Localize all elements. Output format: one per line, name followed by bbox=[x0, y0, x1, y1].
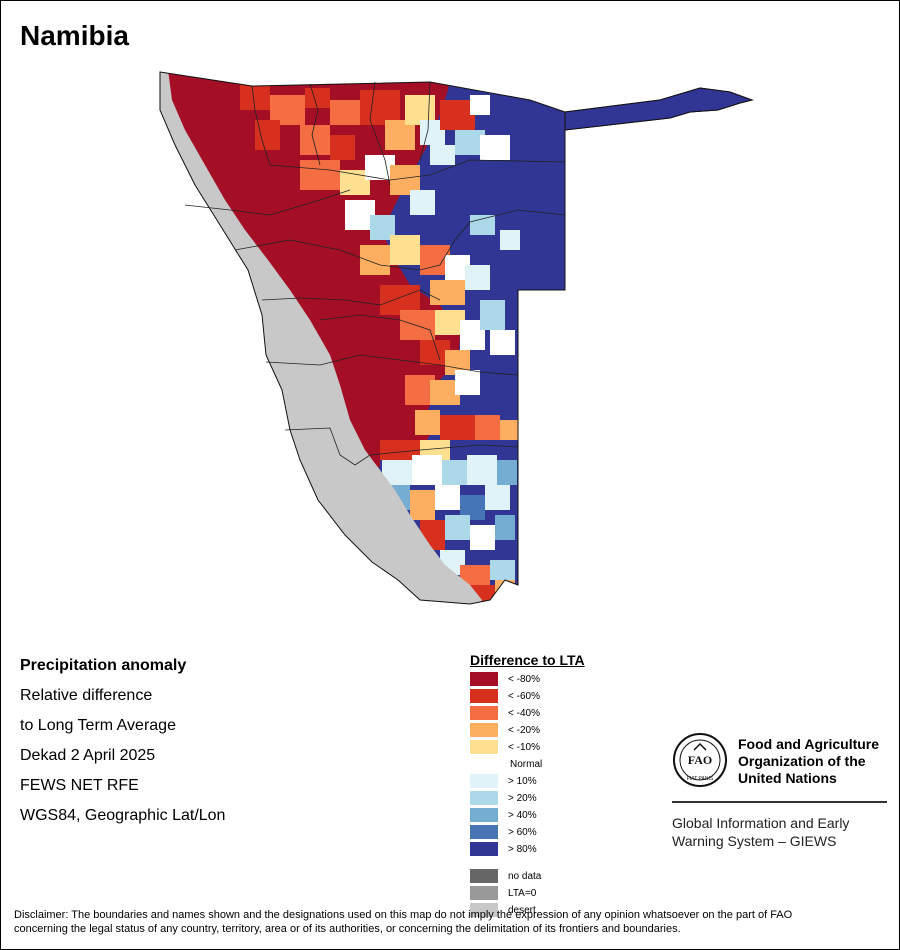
legend-swatch bbox=[470, 869, 498, 883]
legend-item: > 20% bbox=[470, 791, 585, 808]
legend-item: LTA=0 bbox=[470, 886, 585, 903]
fao-logo-motto: FIAT PANIS bbox=[687, 776, 714, 782]
giews-text: Global Information and Early Warning Sys… bbox=[672, 814, 892, 850]
giews-line2: Warning System – GIEWS bbox=[672, 833, 837, 849]
legend-swatch bbox=[470, 740, 498, 754]
fao-logo-icon: FAO FIAT PANIS bbox=[673, 733, 727, 787]
legend-item: < -80% bbox=[470, 672, 585, 689]
legend-item: > 60% bbox=[470, 825, 585, 842]
legend-swatch bbox=[470, 842, 498, 856]
legend-swatch bbox=[470, 672, 498, 686]
legend-item: > 40% bbox=[470, 808, 585, 825]
legend-extra: no data LTA=0 desert bbox=[470, 869, 585, 920]
legend-label: > 80% bbox=[508, 844, 537, 855]
legend-label: no data bbox=[508, 871, 542, 882]
legend-item: < -60% bbox=[470, 689, 585, 706]
legend: Difference to LTA < -80% < -60% < -40% < -2… bbox=[470, 652, 585, 920]
fao-logo-text: FAO bbox=[688, 753, 712, 767]
legend-swatch bbox=[470, 886, 498, 900]
info-line1: Relative difference bbox=[20, 687, 153, 704]
legend-title: Difference to LTA bbox=[470, 652, 585, 668]
info-heading: Precipitation anomaly bbox=[20, 657, 187, 674]
info-period: Dekad 2 April 2025 bbox=[20, 747, 156, 764]
info-line2: to Long Term Average bbox=[20, 717, 176, 734]
legend-label: < -60% bbox=[508, 691, 540, 702]
legend-item: < -40% bbox=[470, 706, 585, 723]
legend-label: > 10% bbox=[508, 776, 537, 787]
info-projection: WGS84, Geographic Lat/Lon bbox=[20, 807, 226, 824]
giews-line1: Global Information and Early bbox=[672, 815, 850, 831]
legend-item: < -10% bbox=[470, 740, 585, 757]
legend-swatch bbox=[470, 774, 498, 788]
legend-label: < -80% bbox=[508, 674, 540, 685]
region-boundaries bbox=[184, 81, 566, 466]
legend-swatch bbox=[470, 791, 498, 805]
legend-swatch bbox=[470, 903, 498, 917]
legend-swatch bbox=[470, 689, 498, 703]
legend-label: < -20% bbox=[508, 725, 540, 736]
disclaimer-line1: Disclaimer: The boundaries and names sho… bbox=[14, 909, 793, 921]
namibia-map bbox=[159, 71, 754, 605]
fao-name: Food and Agriculture Organization of the… bbox=[738, 736, 898, 787]
map-info: Precipitation anomaly Relative differenc… bbox=[20, 656, 225, 836]
disclaimer: Disclaimer: The boundaries and names sho… bbox=[14, 908, 884, 936]
legend-label: < -10% bbox=[508, 742, 540, 753]
fao-divider bbox=[672, 801, 887, 803]
info-source: FEWS NET RFE bbox=[20, 777, 139, 794]
legend-item: Normal bbox=[470, 757, 585, 774]
legend-item: > 10% bbox=[470, 774, 585, 791]
map-title: Namibia bbox=[20, 20, 129, 51]
disclaimer-line2: concerning the legal status of any count… bbox=[14, 923, 681, 935]
legend-label: LTA=0 bbox=[508, 888, 537, 899]
legend-classes: < -80% < -60% < -40% < -20% < -10% Normal > 10… bbox=[470, 672, 585, 859]
legend-label: > 60% bbox=[508, 827, 537, 838]
fao-name-line3: United Nations bbox=[738, 770, 837, 786]
legend-swatch bbox=[470, 808, 498, 822]
legend-swatch bbox=[470, 723, 498, 737]
legend-label: desert bbox=[508, 905, 536, 916]
fao-name-line2: Organization of the bbox=[738, 753, 866, 769]
legend-swatch bbox=[470, 706, 498, 720]
legend-item: < -20% bbox=[470, 723, 585, 740]
legend-label: > 40% bbox=[508, 810, 537, 821]
legend-swatch bbox=[470, 825, 498, 839]
legend-label: > 20% bbox=[508, 793, 537, 804]
legend-label: < -40% bbox=[508, 708, 540, 719]
legend-item: no data bbox=[470, 869, 585, 886]
fao-name-line1: Food and Agriculture bbox=[738, 736, 880, 752]
legend-item: > 80% bbox=[470, 842, 585, 859]
legend-item: desert bbox=[470, 903, 585, 920]
legend-label: Normal bbox=[510, 759, 543, 770]
